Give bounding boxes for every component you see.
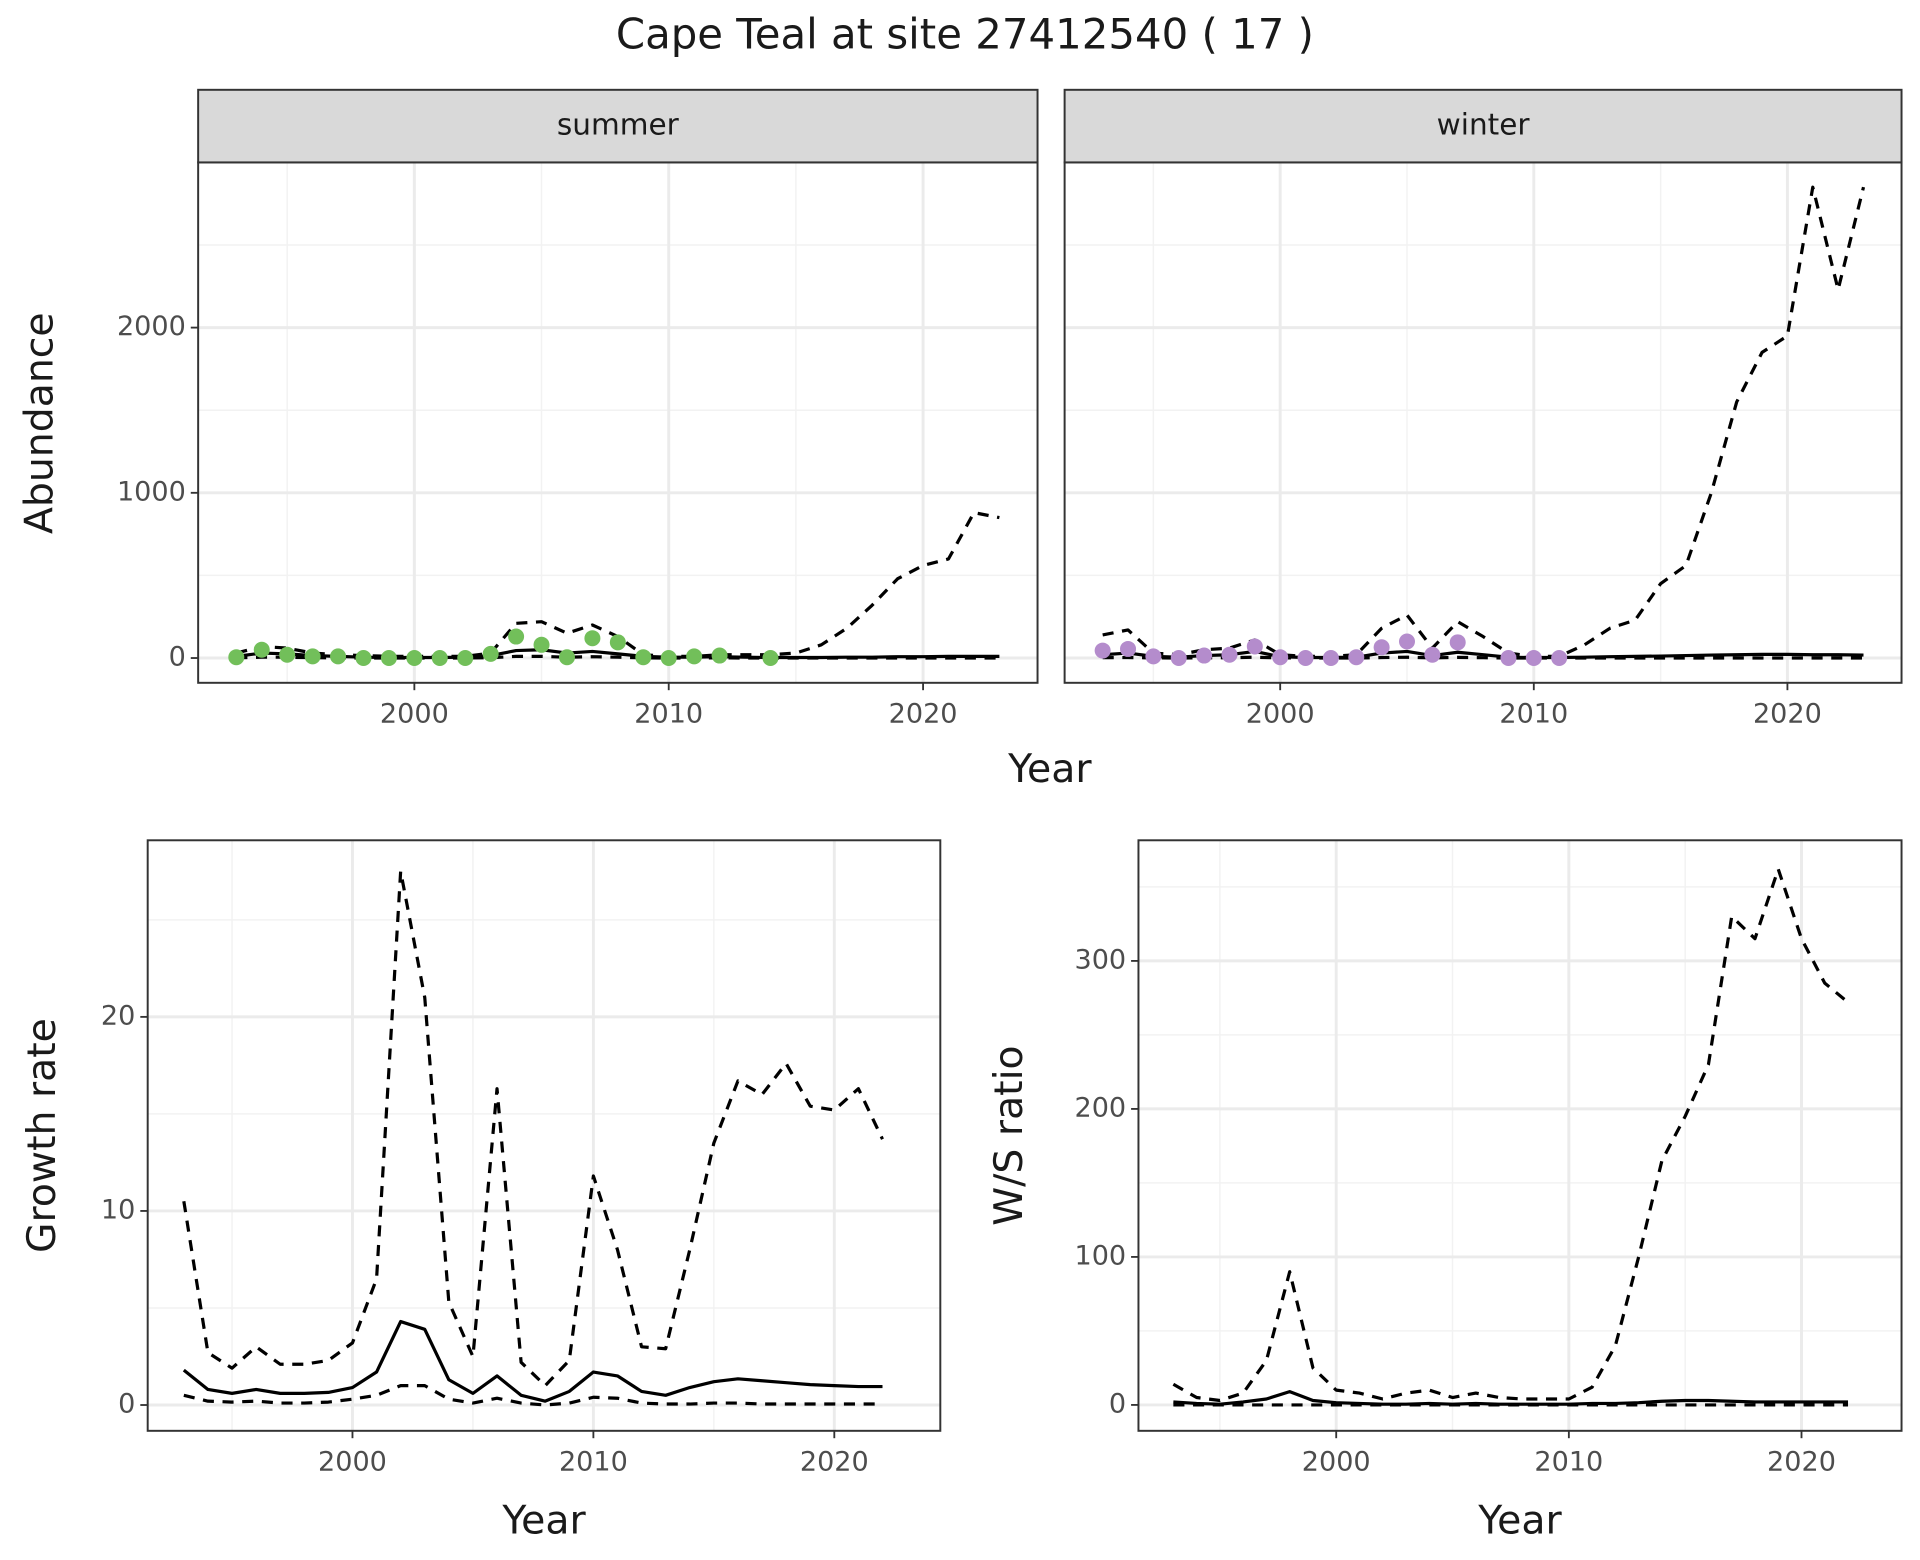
y-tick-label: 0 (118, 1389, 135, 1420)
data-point (635, 649, 652, 666)
data-point (1500, 650, 1517, 667)
data-point (406, 650, 423, 667)
interval-line (1172, 867, 1850, 1403)
data-point (1196, 647, 1213, 664)
data-point (1246, 638, 1263, 655)
x-axis-title: Year (501, 1498, 586, 1544)
panel-background (147, 840, 941, 1431)
data-point (355, 650, 372, 667)
data-point (1322, 650, 1339, 667)
x-tick-label: 2010 (1499, 698, 1568, 729)
data-point (558, 649, 575, 666)
panel-background (198, 162, 1038, 683)
panel-border (1137, 839, 1903, 1432)
data-point (1424, 646, 1441, 663)
figure-title: Cape Teal at site 27412540 ( 17 ) (616, 9, 1314, 58)
y-tick-label: 100 (1074, 1240, 1126, 1271)
x-tick-label: 2020 (1767, 1446, 1836, 1477)
data-point (1272, 649, 1289, 666)
y-tick-label: 10 (101, 1194, 135, 1225)
interval-line (183, 1384, 883, 1407)
data-point (228, 649, 245, 666)
x-tick-label: 2010 (634, 698, 703, 729)
data-point (533, 636, 550, 653)
data-point (279, 646, 296, 663)
x-tick-label: 2000 (1246, 698, 1315, 729)
y-tick-label: 0 (169, 642, 186, 673)
data-point (1094, 642, 1111, 659)
data-point (304, 648, 321, 665)
panel-border (146, 839, 942, 1432)
x-tick-label: 2010 (1534, 1446, 1603, 1477)
data-point (584, 630, 601, 647)
data-point (1398, 633, 1415, 650)
y-tick-label: 2000 (117, 311, 186, 342)
y-axis-title: Growth rate (19, 1018, 65, 1253)
data-point (1170, 650, 1187, 667)
data-point (1120, 640, 1137, 657)
x-axis-title: Year (1477, 1498, 1562, 1544)
y-axis-title: W/S ratio (986, 1045, 1032, 1225)
y-tick-label: 1000 (117, 476, 186, 507)
data-point (686, 648, 703, 665)
y-tick-label: 300 (1074, 944, 1126, 975)
x-tick-label: 2020 (1753, 698, 1822, 729)
y-tick-label: 200 (1074, 1092, 1126, 1123)
x-tick-label: 2020 (800, 1446, 869, 1477)
data-point (1525, 650, 1542, 667)
y-axis-title: Abundance (16, 312, 62, 534)
facet-label: winter (1437, 108, 1531, 142)
x-tick-label: 2020 (889, 698, 958, 729)
data-point (508, 628, 525, 645)
y-tick-label: 20 (101, 1000, 135, 1031)
data-point (1348, 649, 1365, 666)
data-point (1551, 650, 1568, 667)
panel-background (1138, 840, 1902, 1431)
facet-strip (197, 88, 1039, 164)
data-point (253, 641, 270, 658)
data-point (609, 634, 626, 651)
data-point (1373, 639, 1390, 656)
data-point (1449, 634, 1466, 651)
x-axis-title: Year (1007, 746, 1092, 792)
data-point (1221, 646, 1238, 663)
data-point (431, 650, 448, 667)
data-point (482, 645, 499, 662)
data-point (457, 650, 474, 667)
facet-strip (1063, 88, 1903, 164)
data-point (330, 648, 347, 665)
panel-background (1064, 162, 1902, 683)
mean-line (182, 1319, 883, 1403)
x-tick-label: 2000 (380, 698, 449, 729)
facet-label: summer (557, 108, 680, 142)
data-point (1297, 650, 1314, 667)
x-tick-label: 2010 (559, 1446, 628, 1477)
x-tick-label: 2000 (1302, 1446, 1371, 1477)
x-tick-label: 2000 (318, 1446, 387, 1477)
data-point (1145, 648, 1162, 665)
data-point (380, 650, 397, 667)
interval-line (1102, 185, 1866, 658)
data-point (711, 647, 728, 664)
data-point (660, 650, 677, 667)
y-tick-label: 0 (1109, 1388, 1126, 1419)
interval-line (182, 869, 884, 1388)
data-point (762, 650, 779, 667)
